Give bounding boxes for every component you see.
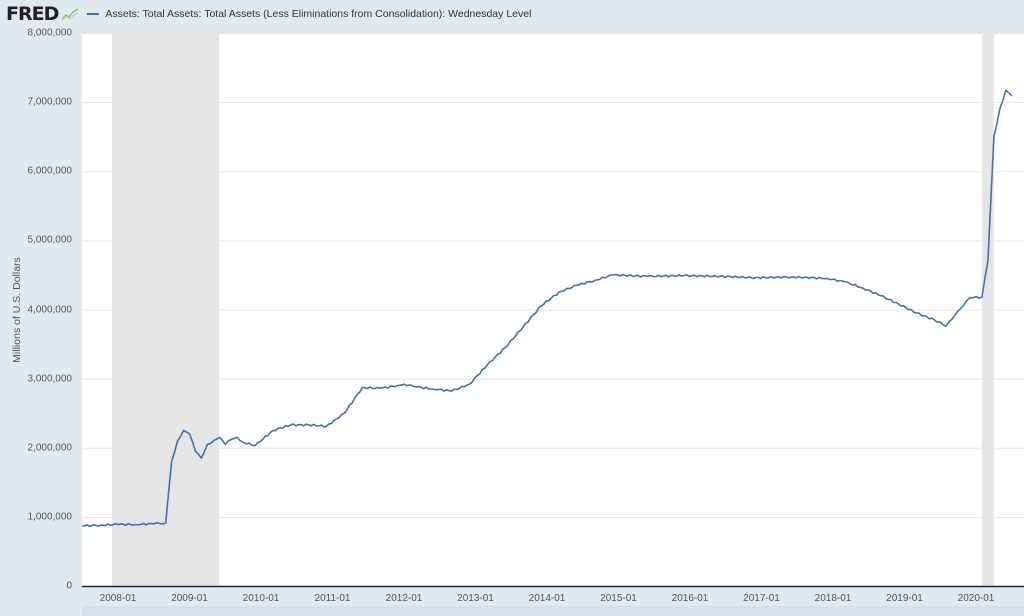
legend-line-swatch: [87, 13, 100, 15]
x-tick-label: 2018-01: [814, 593, 852, 604]
x-tick-label: 2020-01: [957, 593, 995, 604]
chart-line-icon: [61, 8, 79, 21]
x-tick-label: 2015-01: [600, 593, 637, 604]
legend-series-title[interactable]: Assets: Total Assets: Total Assets (Less…: [105, 8, 532, 20]
fred-logo[interactable]: FRED: [6, 2, 59, 25]
y-tick-label: 2,000,000: [27, 442, 73, 454]
chart-header: FRED Assets: Total Assets: Total Assets …: [0, 0, 1024, 28]
x-tick-label: 2017-01: [743, 593, 780, 604]
y-tick-label: 4,000,000: [27, 304, 73, 315]
x-tick-label: 2016-01: [671, 593, 709, 604]
chart-navigator-scrollbar[interactable]: [82, 606, 1024, 616]
y-tick-label: 1,000,000: [27, 511, 73, 523]
y-tick-label: 8,000,000: [27, 27, 73, 39]
x-tick-label: 2019-01: [886, 593, 923, 604]
x-tick-label: 2012-01: [385, 593, 423, 604]
x-tick-label: 2009-01: [171, 593, 208, 604]
grid-lines: [82, 33, 1024, 518]
x-tick-label: 2008-01: [99, 593, 137, 604]
x-tick-label: 2013-01: [457, 593, 494, 604]
y-tick-label: 5,000,000: [27, 234, 73, 246]
data-line: [82, 89, 1013, 528]
y-tick-label: 3,000,000: [27, 373, 73, 385]
y-tick-label: 0: [66, 580, 72, 592]
y-tick-label: 7,000,000: [27, 96, 73, 108]
y-tick-label: 6,000,000: [27, 165, 73, 177]
x-tick-label: 2011-01: [314, 593, 351, 604]
x-tick-label: 2014-01: [528, 593, 566, 604]
x-tick-label: 2010-01: [242, 593, 280, 604]
